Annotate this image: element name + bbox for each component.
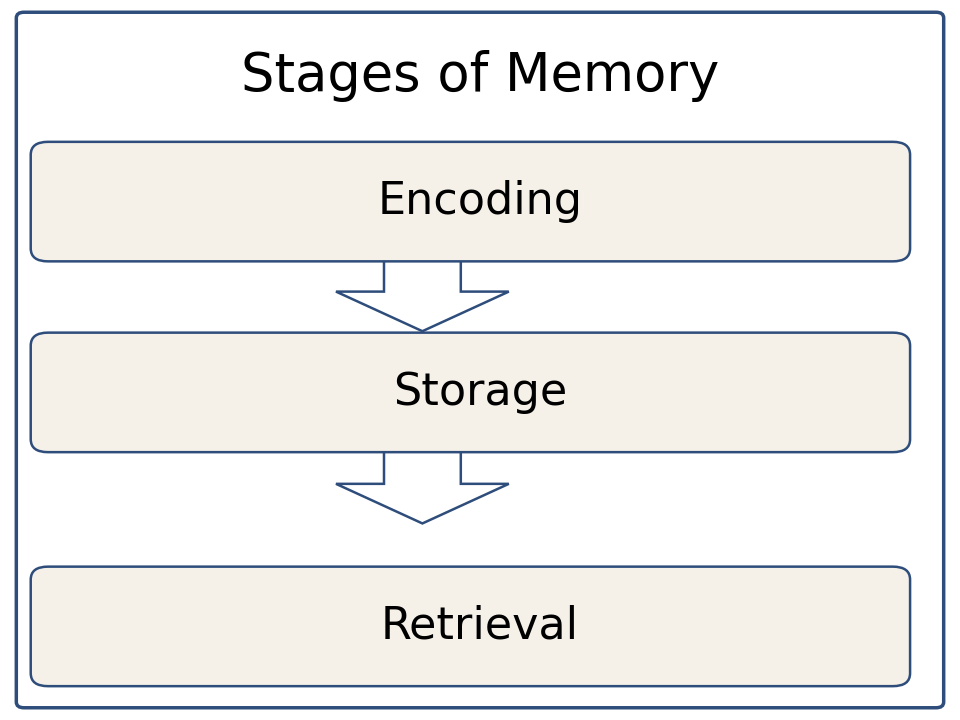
Polygon shape — [336, 252, 509, 331]
Text: Encoding: Encoding — [377, 180, 583, 223]
FancyBboxPatch shape — [31, 333, 910, 452]
Text: Storage: Storage — [393, 371, 567, 414]
FancyBboxPatch shape — [31, 567, 910, 686]
Polygon shape — [336, 444, 509, 523]
FancyBboxPatch shape — [16, 12, 944, 708]
FancyBboxPatch shape — [31, 142, 910, 261]
Text: Retrieval: Retrieval — [381, 605, 579, 648]
Text: Stages of Memory: Stages of Memory — [241, 50, 719, 102]
